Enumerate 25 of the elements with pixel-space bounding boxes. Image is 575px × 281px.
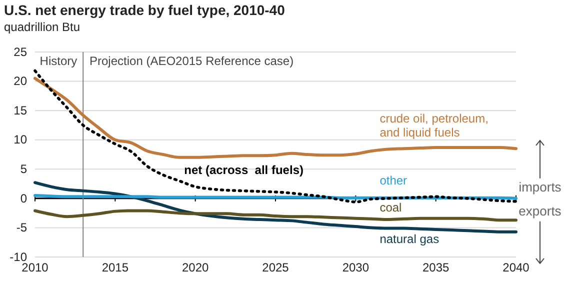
x-tick-label: 2020	[182, 260, 210, 275]
x-tick-label: 2025	[262, 260, 290, 275]
series-label: coal	[380, 200, 402, 214]
text: exports	[518, 203, 562, 218]
x-tick-label: 2035	[422, 260, 450, 275]
series-label: other	[380, 173, 408, 188]
x-tick-label: 2030	[342, 260, 370, 275]
chart-title: U.S. net energy trade by fuel type, 2010-40	[4, 2, 286, 18]
y-tick-label: 0	[20, 191, 28, 206]
y-tick-label: 10	[14, 132, 28, 147]
annotation: Projection (AEO2015 Reference case)	[90, 54, 294, 68]
x-tick-label: 2040	[502, 260, 530, 275]
chart-subtitle: quadrillion Btu	[4, 20, 80, 34]
x-tick-label: 2015	[102, 260, 129, 275]
y-tick-label: 25	[14, 44, 28, 59]
series-label: natural gas	[380, 232, 440, 246]
annotation: History	[40, 54, 78, 68]
series-label: net (across all fuels)	[184, 162, 304, 177]
y-tick-label: 20	[14, 74, 28, 88]
line-series	[34, 76, 518, 159]
y-tick-label: -5	[16, 220, 28, 235]
series-label: crude oil, petroleum, and liquid fuels	[380, 111, 488, 140]
text: imports	[518, 179, 562, 194]
y-tick-label: 5	[20, 162, 28, 176]
y-tick-label: 15	[14, 103, 28, 118]
